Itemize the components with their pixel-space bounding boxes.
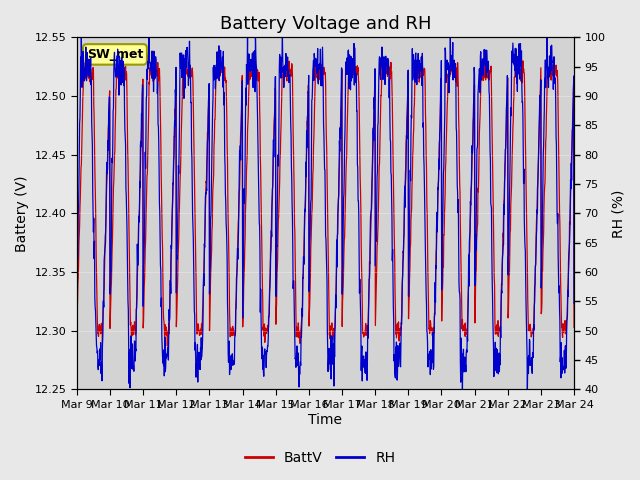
BattV: [519, 58, 527, 64]
RH: [77, 35, 85, 40]
Y-axis label: RH (%): RH (%): [611, 189, 625, 238]
Text: SW_met: SW_met: [87, 48, 143, 61]
BattV: [468, 183, 476, 189]
BattV: [403, 135, 410, 141]
RH: [403, 133, 410, 139]
RH: [172, 93, 179, 99]
RH: [512, 73, 520, 79]
RH: [239, 264, 247, 269]
BattV: [570, 324, 578, 330]
RH: [459, 386, 467, 392]
BattV: [184, 67, 191, 72]
Legend: BattV, RH: BattV, RH: [239, 445, 401, 471]
RH: [468, 154, 476, 160]
BattV: [172, 92, 179, 98]
Y-axis label: Battery (V): Battery (V): [15, 175, 29, 252]
BattV: [164, 343, 172, 349]
RH: [73, 291, 81, 297]
BattV: [73, 325, 81, 331]
X-axis label: Time: Time: [308, 413, 342, 427]
Line: RH: RH: [77, 37, 574, 389]
BattV: [511, 64, 519, 70]
RH: [184, 55, 191, 61]
BattV: [239, 304, 247, 310]
RH: [570, 300, 578, 306]
Title: Battery Voltage and RH: Battery Voltage and RH: [220, 15, 431, 33]
Line: BattV: BattV: [77, 61, 574, 346]
